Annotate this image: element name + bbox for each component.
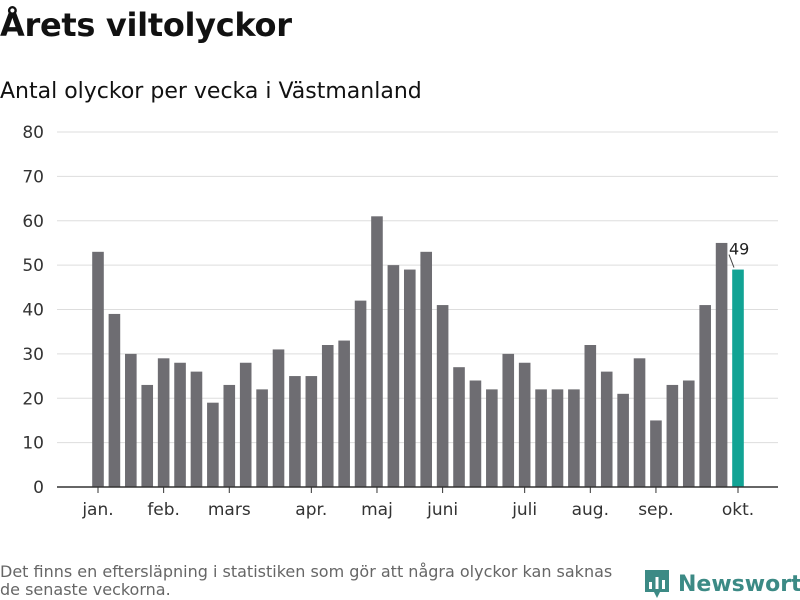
- bar: [633, 358, 646, 487]
- annotation-pointer: [728, 254, 735, 268]
- y-tick-label: 60: [22, 212, 44, 232]
- y-tick-label: 20: [22, 389, 44, 409]
- x-tick-label: okt.: [722, 500, 754, 520]
- x-tick-label: feb.: [147, 500, 180, 520]
- bar: [321, 345, 334, 487]
- bar: [617, 393, 629, 487]
- y-tick-label: 70: [22, 167, 44, 187]
- bar: [469, 380, 482, 487]
- bar: [535, 389, 547, 487]
- bar: [486, 389, 498, 487]
- annotation-label: 49: [729, 240, 749, 259]
- bar: [174, 362, 186, 487]
- bar: [141, 384, 154, 487]
- bar: [256, 389, 268, 487]
- bar: [354, 300, 367, 487]
- bar: [584, 345, 597, 487]
- x-tick-label: maj: [361, 500, 393, 520]
- bar: [157, 358, 170, 487]
- bar: [551, 389, 564, 487]
- bar: [666, 384, 679, 487]
- y-tick-label: 10: [22, 434, 44, 454]
- bar: [682, 380, 695, 487]
- bar: [699, 305, 711, 487]
- chart-subtitle: Antal olyckor per vecka i Västmanland: [0, 79, 422, 104]
- bar-chart: 0 10 20 30 40 50 60 70 80 jan. feb. mars apr. maj jun…: [22, 123, 778, 520]
- bar: [338, 340, 350, 487]
- x-axis: jan. feb. mars apr. maj juni juli aug. sep. okt.: [81, 487, 754, 520]
- gridlines: [57, 131, 778, 444]
- y-tick-label: 50: [22, 256, 44, 276]
- x-tick-label: jan.: [81, 500, 113, 520]
- x-tick-label: apr.: [295, 500, 327, 520]
- footnote: Det finns en eftersläpning i statistiken…: [0, 562, 613, 599]
- bar: [305, 376, 318, 487]
- bar: [239, 362, 252, 487]
- bar-chart-logo-icon: [645, 570, 669, 598]
- bar: [371, 216, 383, 487]
- bar: [289, 376, 301, 487]
- annotation: 49: [728, 240, 749, 268]
- bar: [190, 371, 203, 487]
- bar: [568, 389, 580, 487]
- bar: [650, 420, 662, 487]
- y-axis: 0 10 20 30 40 50 60 70 80: [22, 123, 44, 498]
- bar: [108, 313, 121, 487]
- bar: [715, 242, 728, 487]
- bar: [502, 353, 515, 487]
- y-tick-label: 40: [22, 301, 44, 321]
- y-tick-label: 80: [22, 123, 44, 143]
- bar: [92, 251, 104, 487]
- bar: [125, 353, 137, 487]
- bar: [207, 402, 219, 487]
- x-tick-label: juli: [511, 500, 537, 520]
- bar: [436, 305, 449, 487]
- bar: [600, 371, 613, 487]
- bar: [272, 349, 285, 487]
- bar-highlight: [732, 269, 744, 487]
- chart-title: Årets viltolyckor: [0, 6, 292, 44]
- brand-logo[interactable]: Newsworthy: [644, 568, 800, 600]
- y-tick-label: 0: [33, 478, 44, 498]
- x-tick-label: juni: [426, 500, 458, 520]
- bar: [518, 362, 531, 487]
- bars: [92, 216, 744, 487]
- x-tick-label: mars: [208, 500, 251, 520]
- x-tick-label: aug.: [572, 500, 609, 520]
- x-tick-label: sep.: [638, 500, 674, 520]
- y-tick-label: 30: [22, 345, 44, 365]
- bar: [403, 269, 416, 487]
- bar: [420, 251, 433, 487]
- brand-name: Newsworthy: [678, 571, 800, 597]
- bar: [223, 384, 236, 487]
- bar: [453, 367, 465, 487]
- bar: [387, 265, 400, 487]
